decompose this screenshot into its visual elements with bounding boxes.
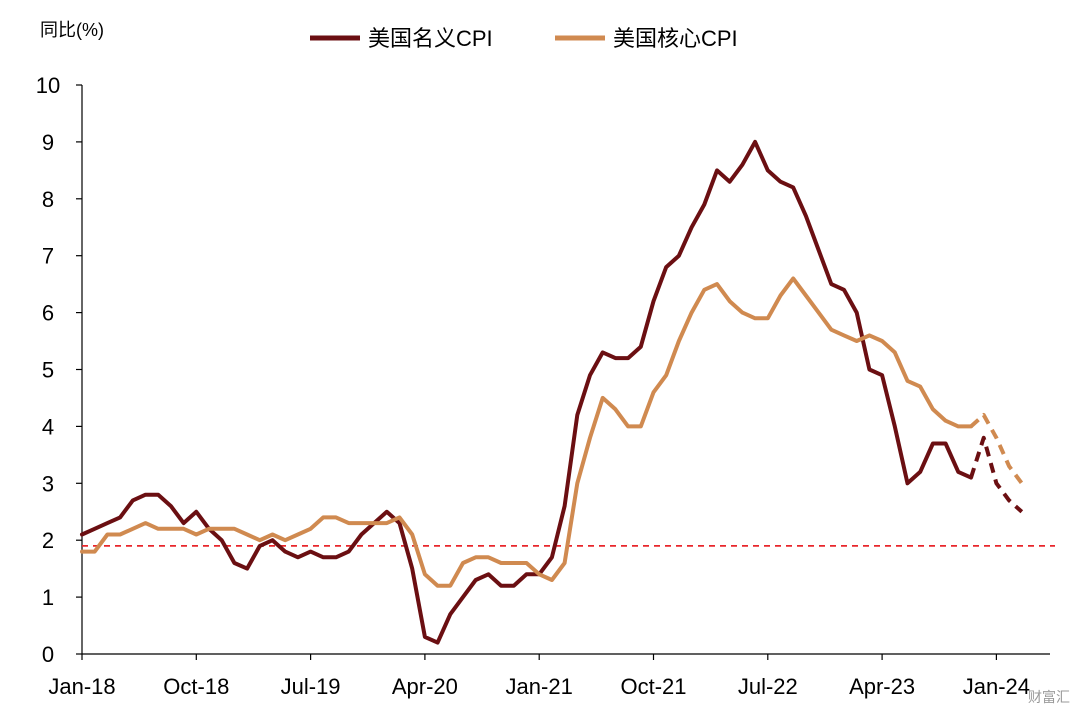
- x-tick-label: Jan-24: [963, 674, 1030, 699]
- y-tick-label: 3: [42, 471, 54, 496]
- x-tick-label: Jul-22: [738, 674, 798, 699]
- x-tick-label: Jul-19: [281, 674, 341, 699]
- series-line-1: [80, 139, 973, 645]
- y-tick-label: 7: [42, 244, 54, 269]
- x-tick-label: Jan-21: [506, 674, 573, 699]
- x-tick-label: Jan-18: [48, 674, 115, 699]
- y-axis-title: 同比(%): [40, 20, 104, 40]
- series-forecast-line-1: [969, 435, 1024, 514]
- y-tick-label: 9: [42, 130, 54, 155]
- legend-label-2: 美国核心CPI: [613, 26, 738, 51]
- x-tick-label: Apr-20: [392, 674, 458, 699]
- axes: 0 1 2 3 4 5 6 7 8 9 10 Jan-18 Oct-18 Jul-19 Apr-20 Jan-…: [36, 73, 1050, 699]
- y-tick-label: 8: [42, 187, 54, 212]
- series-forecast-line-2: [969, 413, 1024, 485]
- x-tick-label: Apr-23: [849, 674, 915, 699]
- legend: 美国名义CPI 美国核心CPI: [310, 26, 738, 51]
- legend-label-1: 美国名义CPI: [368, 26, 493, 51]
- series-group: [80, 139, 1024, 645]
- series-line-2: [80, 276, 973, 588]
- y-tick-label: 0: [42, 642, 54, 667]
- y-tick-label: 10: [36, 73, 60, 98]
- y-tick-label: 6: [42, 301, 54, 326]
- y-tick-label: 4: [42, 414, 54, 439]
- x-tick-label: Oct-21: [620, 674, 686, 699]
- x-tick-label: Oct-18: [163, 674, 229, 699]
- watermark-text: 财富汇: [1028, 689, 1070, 705]
- y-tick-label: 1: [42, 585, 54, 610]
- y-tick-label: 5: [42, 358, 54, 383]
- y-tick-label: 2: [42, 528, 54, 553]
